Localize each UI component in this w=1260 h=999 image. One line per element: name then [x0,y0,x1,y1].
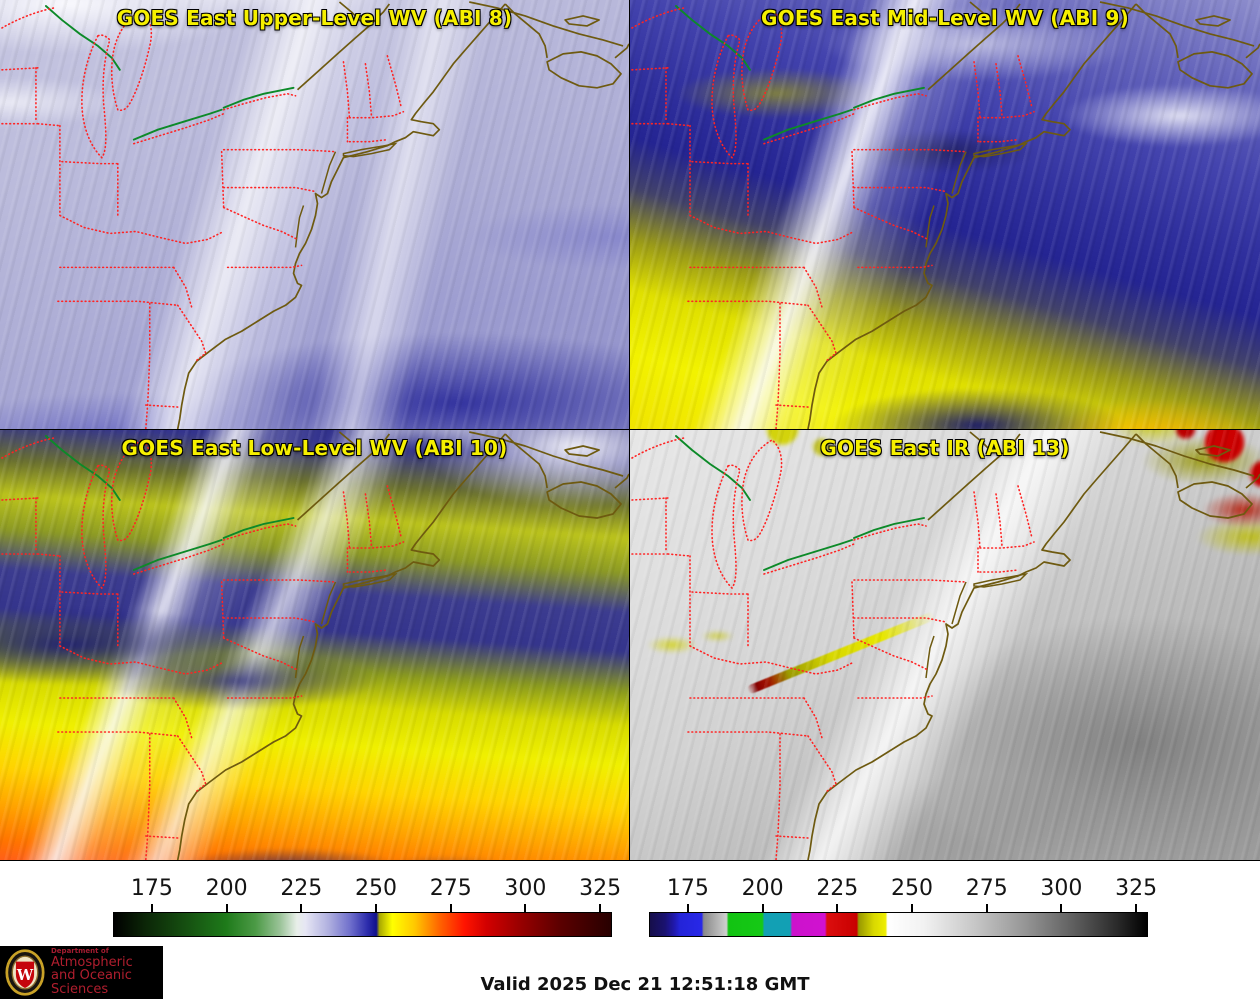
map-overlay-abi13 [630,430,1260,860]
colorbar-tick [686,904,689,912]
panel-ir: GOES East IR (ABI 13) [630,430,1260,860]
colorbar-tick [761,904,764,912]
colorbar-tick-label: 225 [816,876,859,901]
colorbar-tick [300,904,303,912]
panel-grid: GOES East Upper-Level WV (ABI 8) GOES Ea… [0,0,1260,861]
colorbar-tick-label: 300 [1040,876,1083,901]
satellite-image-abi9 [630,0,1260,429]
colorbar-tick [225,904,228,912]
colorbar-tick-label: 200 [741,876,784,901]
colorbar-tick-label: 250 [891,876,934,901]
satellite-image-abi13 [630,430,1260,860]
wv-colorbar: 175 200 225 250 275 300 325 [113,876,621,937]
colorbar-tick-label: 225 [280,876,323,901]
colorbar-tick-label: 300 [504,876,547,901]
ir-colorbar-ticks [649,904,1148,912]
colorbar-tick-label: 275 [429,876,472,901]
colorbar-tick [836,904,839,912]
colorbar-tick-label: 325 [579,876,622,901]
colorbar-tick [375,904,378,912]
colorbar-tick [599,904,602,912]
uw-crest-icon: W [5,949,45,996]
colorbar-tick [985,904,988,912]
colorbar-tick [1135,904,1138,912]
panel-upper-level-wv: GOES East Upper-Level WV (ABI 8) [0,0,629,429]
colorbar-tick [911,904,914,912]
satellite-image-abi10 [0,430,629,860]
map-overlay-abi9 [630,0,1260,429]
colorbar-tick-label: 250 [355,876,398,901]
colorbar-tick [150,904,153,912]
logo-dept-line: Department of [51,947,109,956]
wv-colorbar-ticks [113,904,612,912]
colorbar-tick-label: 200 [205,876,248,901]
colorbar-tick-label: 275 [965,876,1008,901]
colorbar-tick-label: 325 [1115,876,1158,901]
panel-low-level-wv: GOES East Low-Level WV (ABI 10) [0,430,629,860]
colorbar-tick [1060,904,1063,912]
valid-timestamp: Valid 2025 Dec 21 12:51:18 GMT [480,974,810,995]
satellite-image-abi8 [0,0,629,429]
colorbar-tick-label: 175 [666,876,709,901]
colorbar-tick [449,904,452,912]
colorbar-tick-label: 175 [130,876,173,901]
uw-monogram: W [16,967,34,984]
wv-colorbar-labels: 175 200 225 250 275 300 325 [113,876,621,904]
ir-colorbar-labels: 175 200 225 250 275 300 325 [649,876,1157,904]
map-overlay-abi8 [0,0,629,429]
ir-colorbar: 175 200 225 250 275 300 325 [649,876,1157,937]
logo-text: Department of Atmospheric and Oceanic Sc… [51,947,163,997]
panel-title-abi9: GOES East Mid-Level WV (ABI 9) [761,6,1129,30]
panel-title-abi13: GOES East IR (ABI 13) [820,436,1070,460]
panel-title-abi10: GOES East Low-Level WV (ABI 10) [121,436,508,460]
logo-name-line2: and Oceanic Sciences [51,968,132,997]
panel-mid-level-wv: GOES East Mid-Level WV (ABI 9) [630,0,1260,429]
ir-colorbar-gradient [649,912,1148,937]
map-overlay-abi10 [0,430,629,860]
panel-title-abi8: GOES East Upper-Level WV (ABI 8) [116,6,513,30]
logo-name-line1: Atmospheric [51,954,133,970]
colorbar-tick [524,904,527,912]
wv-colorbar-gradient [113,912,612,937]
uw-aos-logo: W Department of Atmospheric and Oceanic … [0,946,163,999]
